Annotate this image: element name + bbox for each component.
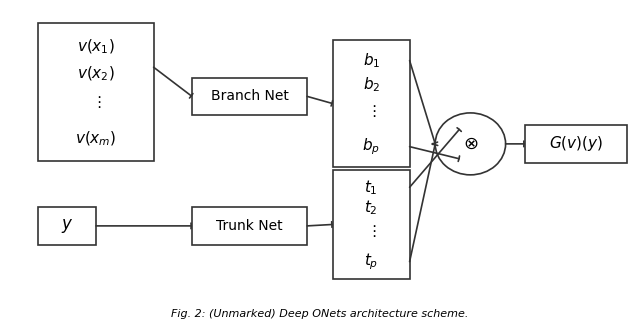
Text: $b_1$: $b_1$	[362, 51, 380, 70]
Text: $t_2$: $t_2$	[364, 199, 378, 217]
Text: $\otimes$: $\otimes$	[463, 135, 478, 153]
Text: $\vdots$: $\vdots$	[366, 223, 376, 239]
Bar	[38, 207, 96, 245]
Text: $y$: $y$	[61, 217, 74, 235]
Text: $b_2$: $b_2$	[362, 75, 380, 94]
Bar	[38, 23, 154, 161]
Bar	[192, 207, 307, 245]
Text: Fig. 2: (Unmarked) Deep ONets architecture scheme.: Fig. 2: (Unmarked) Deep ONets architectu…	[172, 309, 468, 319]
Bar	[192, 78, 307, 115]
Text: $v(x_1)$: $v(x_1)$	[77, 37, 115, 56]
Text: $G(v)(y)$: $G(v)(y)$	[549, 134, 603, 153]
Bar	[333, 40, 410, 167]
Text: $\vdots$: $\vdots$	[91, 94, 101, 110]
Text: $v(x_m)$: $v(x_m)$	[76, 130, 116, 148]
Text: $t_p$: $t_p$	[364, 251, 378, 272]
Ellipse shape	[435, 113, 506, 175]
Text: $v(x_2)$: $v(x_2)$	[77, 65, 115, 83]
Text: $t_1$: $t_1$	[364, 178, 378, 197]
Text: $b_p$: $b_p$	[362, 136, 380, 157]
Text: Trunk Net: Trunk Net	[216, 219, 283, 233]
Bar	[333, 170, 410, 279]
Text: $\vdots$: $\vdots$	[366, 103, 376, 119]
Bar	[525, 125, 627, 163]
Text: Branch Net: Branch Net	[211, 89, 289, 103]
